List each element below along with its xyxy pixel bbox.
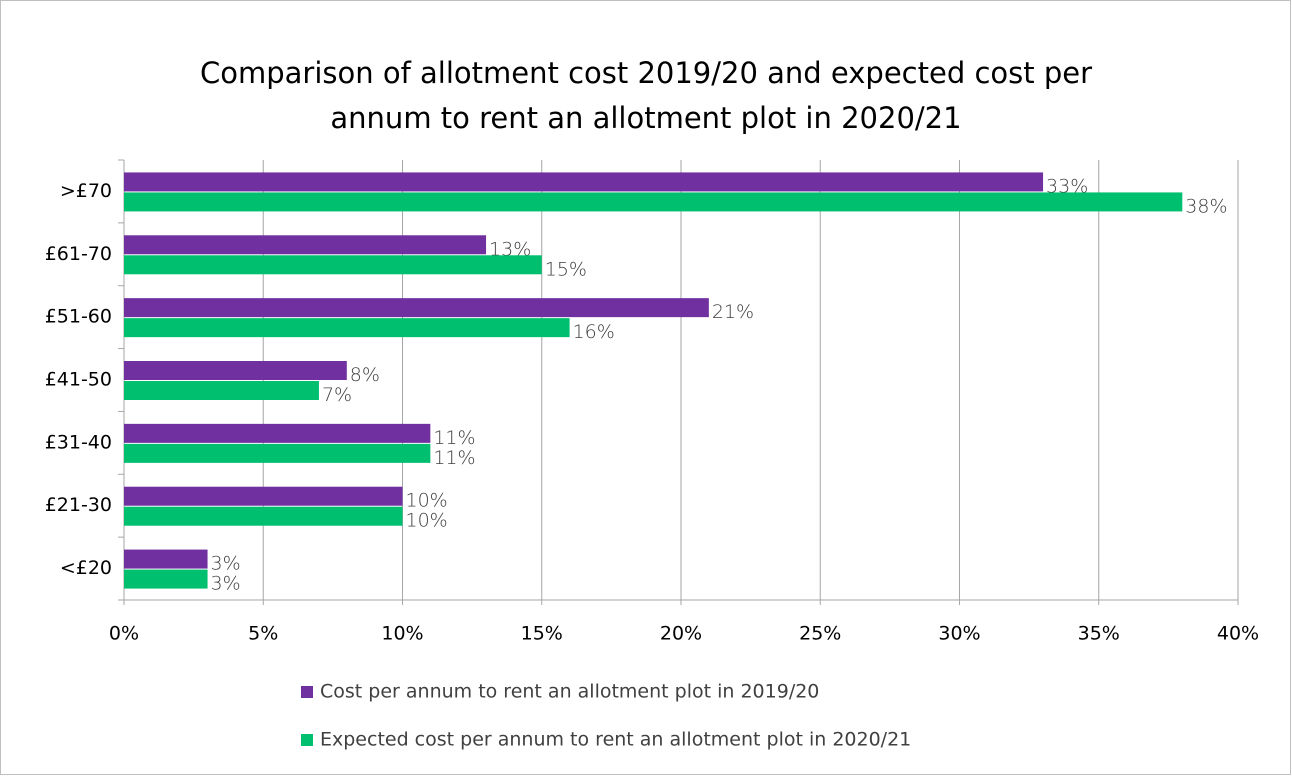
value-label: 16% [573, 321, 615, 343]
y-tick-label: £51-60 [45, 306, 112, 328]
bar [124, 298, 709, 318]
legend-swatch [301, 734, 313, 746]
value-label: 33% [1046, 175, 1088, 197]
value-label: 38% [1185, 195, 1227, 217]
x-tick-label: 0% [109, 623, 139, 645]
value-label: 13% [489, 238, 531, 260]
y-tick-label: £31-40 [45, 431, 112, 453]
y-tick-label: £21-30 [45, 494, 112, 516]
bar [124, 423, 431, 443]
x-tick-label: 35% [1078, 623, 1120, 645]
x-tick-label: 30% [938, 623, 980, 645]
y-tick-label: >£70 [60, 180, 112, 202]
bar [124, 235, 487, 255]
value-label: 3% [211, 553, 241, 575]
bar [124, 255, 542, 275]
value-label: 11% [433, 427, 475, 449]
bar [124, 549, 208, 569]
legend-swatch [301, 686, 313, 698]
x-tick-label: 10% [381, 623, 423, 645]
y-tick-label: <£20 [60, 557, 112, 579]
bar [124, 318, 570, 338]
bar [124, 192, 1183, 212]
value-label: 10% [406, 510, 448, 532]
value-label: 7% [322, 384, 352, 406]
bar [124, 486, 403, 506]
bar [124, 443, 431, 463]
x-tick-label: 5% [248, 623, 278, 645]
x-tick-label: 40% [1217, 623, 1259, 645]
value-label: 3% [211, 573, 241, 595]
bar [124, 172, 1044, 192]
value-label: 15% [545, 258, 587, 280]
y-tick-label: £41-50 [45, 369, 112, 391]
value-label: 21% [712, 301, 754, 323]
bar [124, 381, 319, 400]
bar [124, 506, 403, 526]
value-label: 11% [433, 447, 475, 469]
chart-title: Comparison of allotment cost 2019/20 and… [200, 56, 1092, 90]
x-tick-label: 25% [799, 623, 841, 645]
y-tick-label: £61-70 [45, 243, 112, 265]
value-label: 10% [406, 490, 448, 512]
chart-title: annum to rent an allotment plot in 2020/… [330, 101, 961, 135]
bar [124, 361, 347, 380]
legend-label: Expected cost per annum to rent an allot… [320, 729, 911, 751]
legend-label: Cost per annum to rent an allotment plot… [320, 681, 819, 703]
value-label: 8% [350, 364, 380, 386]
x-tick-label: 15% [521, 623, 563, 645]
bar [124, 569, 208, 589]
x-tick-label: 20% [660, 623, 702, 645]
